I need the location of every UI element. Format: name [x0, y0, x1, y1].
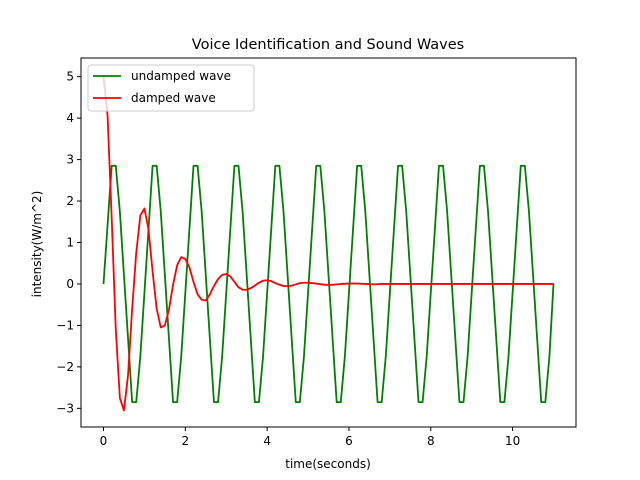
legend-entry: undamped wave: [131, 69, 231, 83]
y-tick-label: 4: [66, 111, 74, 125]
chart-title: Voice Identification and Sound Waves: [192, 37, 464, 53]
legend: undamped wave damped wave: [87, 64, 255, 112]
y-tick-label: 3: [66, 153, 74, 167]
x-tick-label: 10: [505, 434, 520, 448]
x-axis-label: time(seconds): [285, 457, 371, 471]
y-tick-label: −2: [56, 360, 74, 374]
x-tick-label: 0: [100, 434, 108, 448]
legend-entry: damped wave: [131, 91, 216, 105]
y-tick-label: 1: [66, 236, 74, 250]
y-tick-label: 0: [66, 277, 74, 291]
y-tick-label: −3: [56, 401, 74, 415]
plot-area: 0 2 4 6 8 10 −3 −2 −1 0 1 2 3 4 5: [56, 57, 577, 448]
series-line-1: [102, 164, 555, 404]
y-tick-label: 2: [66, 194, 74, 208]
axes-frame: [80, 57, 577, 428]
x-tick-label: 8: [427, 434, 435, 448]
y-tick-label: 5: [66, 70, 74, 84]
series-line-2: [102, 76, 554, 412]
x-tick-label: 4: [263, 434, 271, 448]
x-tick-label: 2: [181, 434, 189, 448]
x-tick-label: 6: [345, 434, 353, 448]
y-axis-label: intensity(W/m^2): [30, 191, 44, 298]
y-tick-label: −1: [56, 318, 74, 332]
legend-box: [87, 64, 255, 112]
